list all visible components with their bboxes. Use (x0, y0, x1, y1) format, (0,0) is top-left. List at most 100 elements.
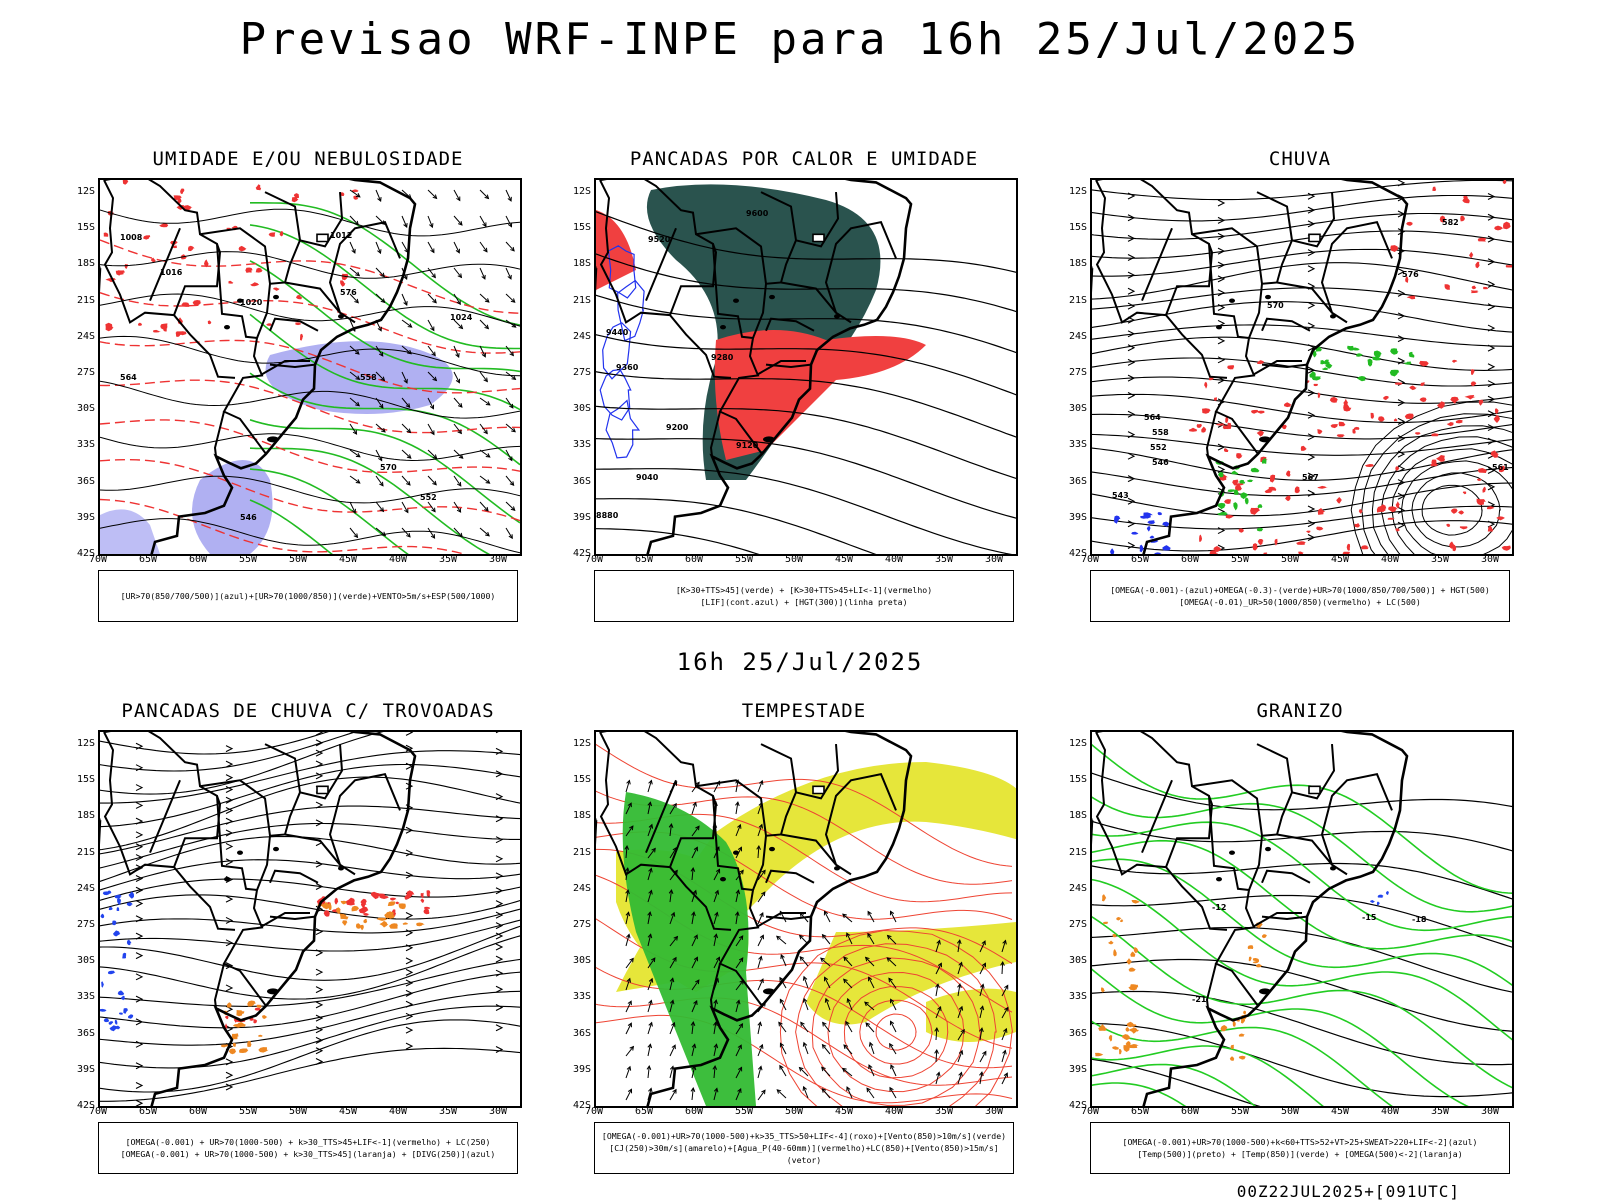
lon-tick-label: 60W (180, 554, 216, 565)
streamline (1092, 249, 1512, 276)
rain-red-area (1460, 216, 1465, 222)
streamline-arrow (226, 775, 232, 781)
wind-vector (480, 528, 489, 536)
lon-tick-label: 40W (876, 554, 912, 565)
lat-tick-label: 12S (561, 186, 591, 197)
lat-tick-label: 12S (1057, 738, 1087, 749)
lon-tick-label: 70W (1072, 554, 1108, 565)
panel-title: PANCADAS DE CHUVA C/ TROVOADAS (88, 700, 528, 722)
temp500-contour (1092, 896, 1512, 950)
state-border (265, 744, 342, 798)
rain-red-area (1201, 427, 1206, 433)
rain-red-area (1472, 286, 1477, 290)
contour-label: 543 (1112, 491, 1129, 500)
wind-vector (480, 502, 488, 511)
humidity-red-dot (104, 233, 109, 237)
lon-tick-label: 35W (926, 554, 962, 565)
state-border (1207, 412, 1216, 457)
thunder-orange-area (361, 925, 364, 931)
streamline-arrow (226, 746, 232, 752)
hgt300-contour (596, 469, 1016, 554)
divergence-blue-area (127, 940, 132, 946)
rain-blue-area (1158, 512, 1163, 515)
divergence-blue-area (109, 1021, 114, 1025)
lat-tick-label: 15S (65, 774, 95, 785)
state-border (200, 228, 270, 283)
rain-red-area (1371, 413, 1375, 419)
rain-red-area (1482, 487, 1486, 493)
streamline-arrow (316, 740, 322, 746)
rain-red-area (1337, 434, 1345, 437)
contour-label: -21 (1192, 995, 1207, 1004)
divergence-blue-area (114, 895, 121, 899)
state-border (215, 964, 224, 1009)
contour-label: 9040 (636, 473, 659, 482)
streamline-arrow (226, 843, 232, 849)
lat-tick-label: 15S (65, 222, 95, 233)
rain-red-area (1257, 360, 1264, 364)
wind-vector (376, 424, 385, 432)
lat-tick-label: 30S (65, 955, 95, 966)
rain-red-area (1197, 424, 1202, 428)
humidity-red-dot (105, 323, 113, 331)
lat-tick-label: 30S (1057, 403, 1087, 414)
thunder-orange-area (232, 1033, 239, 1039)
rain-red-area (1494, 226, 1503, 231)
humidity-red-dot (256, 184, 262, 190)
state-border (265, 192, 342, 246)
contour-label: 558 (360, 373, 377, 382)
lon-tick-label: 70W (1072, 1106, 1108, 1117)
rain-red-area (1284, 402, 1292, 407)
thunder-orange-area (380, 921, 389, 928)
panel-title: GRANIZO (1080, 700, 1520, 722)
map-area (594, 730, 1018, 1108)
lagoon (267, 436, 279, 442)
lat-tick-label: 15S (1057, 222, 1087, 233)
lon-tick-label: 40W (380, 1106, 416, 1117)
omega-orange-area (1120, 919, 1123, 922)
lake (733, 850, 739, 854)
rain-red-area (1258, 539, 1264, 545)
lat-tick-label: 15S (1057, 774, 1087, 785)
streamline-arrow (406, 1001, 412, 1007)
panel-title: TEMPESTADE (584, 700, 1024, 722)
divergence-blue-area (123, 1008, 128, 1014)
rain-red-area (1496, 516, 1505, 520)
rain-red-area (1313, 384, 1318, 386)
footer-run-label: 00Z22JUL2025+[091UTC] (1237, 1182, 1460, 1201)
streamline-arrow (1128, 255, 1134, 261)
lat-tick-label: 30S (561, 955, 591, 966)
lake (237, 298, 243, 302)
lat-tick-label: 24S (561, 883, 591, 894)
lake (338, 866, 344, 870)
thunder-red-area (225, 1016, 229, 1019)
omega-orange-area (1262, 934, 1267, 938)
contour-label: 9360 (616, 363, 639, 372)
thunder-orange-area (352, 906, 360, 912)
rain-red-area (1330, 397, 1338, 403)
divergence-blue-area (128, 1014, 133, 1019)
thunder-red-area (420, 899, 424, 903)
contour-label: 9200 (666, 423, 689, 432)
rain-red-area (1471, 290, 1479, 293)
rain-red-area (1257, 431, 1265, 437)
streamline-arrow (316, 987, 322, 993)
humidity-red-dot (273, 288, 280, 291)
streamline-arrow (406, 732, 412, 735)
contour-label: 558 (1152, 428, 1169, 437)
streamline-arrow (496, 816, 502, 822)
thunder-orange-area (341, 901, 347, 905)
humidity-red-dot (123, 180, 129, 185)
rain-blue-area (1147, 526, 1151, 531)
contour-label: 546 (240, 513, 257, 522)
legend-line: [OMEGA(-0.01)_UR>50(1000/850)(vermelho) … (1091, 596, 1509, 608)
wind-vector (350, 528, 358, 537)
contour-label: 552 (420, 493, 437, 502)
rain-red-area (1458, 510, 1464, 514)
streamline-arrow (406, 969, 412, 975)
state-border (105, 732, 266, 1006)
divergence-blue-area (100, 914, 104, 919)
hail-blue-area (1378, 895, 1384, 898)
